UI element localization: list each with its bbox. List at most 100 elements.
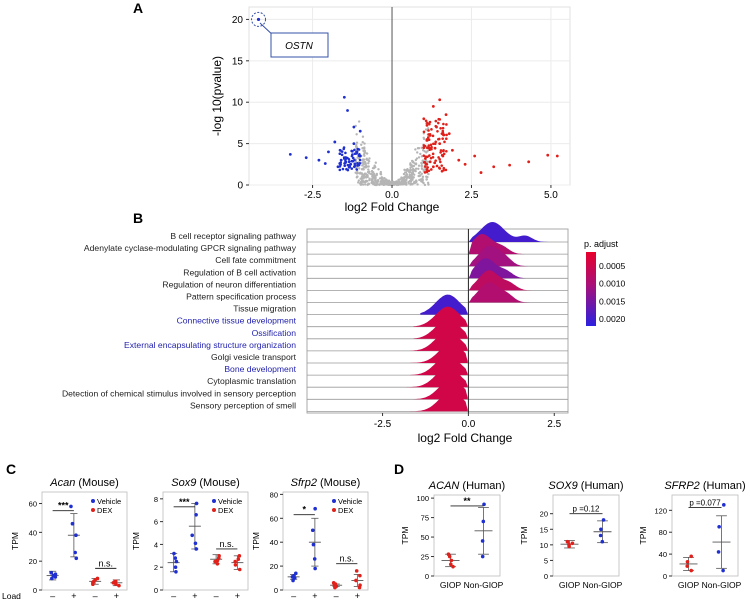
dotplot-ytick-label: 6 bbox=[154, 518, 158, 527]
dotplot-gene: SFRP2 bbox=[664, 480, 699, 492]
dotplot-ylabel: TPM bbox=[131, 532, 141, 550]
dotplot-gene: Sfrp2 bbox=[291, 477, 317, 489]
volcano-up-point bbox=[438, 118, 442, 121]
volcano-up-point bbox=[473, 154, 477, 158]
volcano-ns-point bbox=[362, 175, 366, 178]
volcano-ns-point bbox=[411, 165, 414, 168]
volcano-up-point bbox=[508, 163, 512, 167]
dotplot-point bbox=[480, 554, 485, 559]
dotplot-sig-label: n.s. bbox=[339, 554, 354, 564]
volcano-down-point bbox=[323, 162, 327, 165]
dotplot-ytick-label: 20 bbox=[29, 557, 37, 566]
volcano-ns-point bbox=[382, 179, 385, 182]
volcano-down-point bbox=[341, 167, 345, 171]
volcano-ns-point bbox=[417, 156, 421, 159]
load-sign: – bbox=[214, 591, 219, 600]
volcano-ns-point bbox=[404, 171, 408, 174]
dotplot-title: Acan (Mouse) bbox=[49, 477, 118, 489]
dotplot-gene: Acan bbox=[49, 477, 75, 489]
volcano-ns-point bbox=[361, 147, 364, 150]
volcano-ns-point bbox=[405, 174, 408, 178]
ridgeline-xlabel: log2 Fold Change bbox=[418, 431, 513, 445]
dotplot-title: SFRP2 (Human) bbox=[664, 480, 745, 492]
volcano-up-point bbox=[442, 133, 446, 137]
dotplot-ytick-label: 0 bbox=[425, 572, 429, 581]
dotplot-point bbox=[354, 578, 358, 583]
volcano-ns-point bbox=[421, 149, 425, 152]
volcano-up-point bbox=[426, 166, 429, 169]
volcano-down-point bbox=[346, 109, 349, 112]
legend-tick-label: 0.0015 bbox=[599, 296, 626, 306]
volcano-down-point bbox=[333, 140, 337, 144]
volcano-ns-point bbox=[387, 180, 391, 184]
volcano-up-point bbox=[442, 166, 446, 170]
ridge-term-label: Sensory perception of smell bbox=[190, 400, 296, 410]
dotplot-point bbox=[565, 539, 570, 544]
volcano-up-point bbox=[427, 144, 431, 147]
volcano-down-point bbox=[342, 157, 346, 160]
dotplot-title: Sfrp2 (Mouse) bbox=[291, 477, 361, 489]
volcano-up-point bbox=[555, 154, 559, 158]
volcano-ns-point bbox=[413, 181, 417, 185]
dotplot-point bbox=[312, 557, 317, 561]
load-sign: – bbox=[50, 591, 55, 600]
volcano-ns-point bbox=[409, 175, 412, 179]
volcano-ns-point bbox=[364, 183, 367, 186]
volcano-up-point bbox=[445, 149, 448, 153]
volcano-ns-point bbox=[420, 146, 423, 149]
ridge-density bbox=[403, 391, 468, 412]
volcano-up-point bbox=[428, 122, 431, 126]
legend-dex-label: DEX bbox=[218, 506, 233, 515]
volcano-down-point bbox=[339, 161, 342, 164]
volcano-ns-point bbox=[403, 168, 406, 172]
dotplot-sig-label: * bbox=[302, 505, 306, 515]
volcano-ns-point bbox=[367, 168, 370, 171]
volcano-down-point bbox=[348, 164, 351, 167]
dotplot-ytick-label: 0 bbox=[154, 586, 158, 595]
dotplot-point bbox=[172, 551, 176, 556]
volcano-ns-point bbox=[421, 177, 424, 180]
volcano-ns-point bbox=[365, 176, 368, 179]
volcano-ns-point bbox=[363, 142, 366, 145]
legend-vehicle-label: Vehicle bbox=[97, 497, 121, 506]
dotplot-point bbox=[190, 533, 194, 538]
ridge-term-label: B cell receptor signaling pathway bbox=[170, 231, 296, 241]
volcano-ns-point bbox=[414, 148, 417, 151]
dotplot-point bbox=[194, 512, 198, 517]
volcano-up-point bbox=[430, 145, 433, 149]
volcano-ns-point bbox=[357, 120, 361, 123]
volcano-up-point bbox=[430, 128, 433, 131]
volcano-ns-point bbox=[409, 162, 412, 165]
legend-tick-label: 0.0005 bbox=[599, 261, 626, 271]
volcano-up-point bbox=[434, 159, 437, 162]
dotplot-title: ACAN (Human) bbox=[428, 480, 505, 492]
volcano-ns-point bbox=[372, 171, 375, 174]
volcano-up-point bbox=[422, 144, 426, 147]
dotplot-ylabel: TPM bbox=[251, 532, 261, 550]
dotplot-point bbox=[600, 539, 605, 544]
volcano-ns-point bbox=[402, 172, 406, 176]
volcano-down-point bbox=[338, 152, 342, 155]
legend-vehicle-dot bbox=[332, 499, 336, 503]
dotplot-point bbox=[721, 568, 725, 573]
volcano-xtick-label: 0.0 bbox=[385, 190, 399, 201]
volcano-ns-point bbox=[365, 158, 368, 161]
dotplot-ytick-label: 60 bbox=[29, 500, 37, 509]
volcano-xtick-label: 5.0 bbox=[544, 190, 558, 201]
dotplot-sfrp2_mouse: Sfrp2 (Mouse) 0 20 40 60 80 TPM * n.s. VehicleDEX… bbox=[251, 477, 369, 600]
volcano-down-point bbox=[355, 168, 359, 171]
volcano-up-point bbox=[426, 155, 429, 159]
legend-colorbar bbox=[586, 252, 596, 326]
volcano-plot: -2.5 0.0 2.5 5.0 0 5 10 15 20 OSTN log2 Fold Cha… bbox=[210, 6, 571, 214]
volcano-ns-point bbox=[421, 175, 425, 178]
panel-label-c: C bbox=[6, 461, 16, 477]
volcano-down-point bbox=[357, 154, 361, 157]
volcano-ns-point bbox=[363, 147, 366, 150]
volcano-up-point bbox=[439, 149, 443, 152]
dotplot-point bbox=[567, 543, 571, 547]
dotplot-category-label: Non-GIOP bbox=[464, 580, 504, 590]
volcano-up-point bbox=[428, 133, 432, 136]
volcano-ytick-label: 15 bbox=[232, 56, 244, 67]
